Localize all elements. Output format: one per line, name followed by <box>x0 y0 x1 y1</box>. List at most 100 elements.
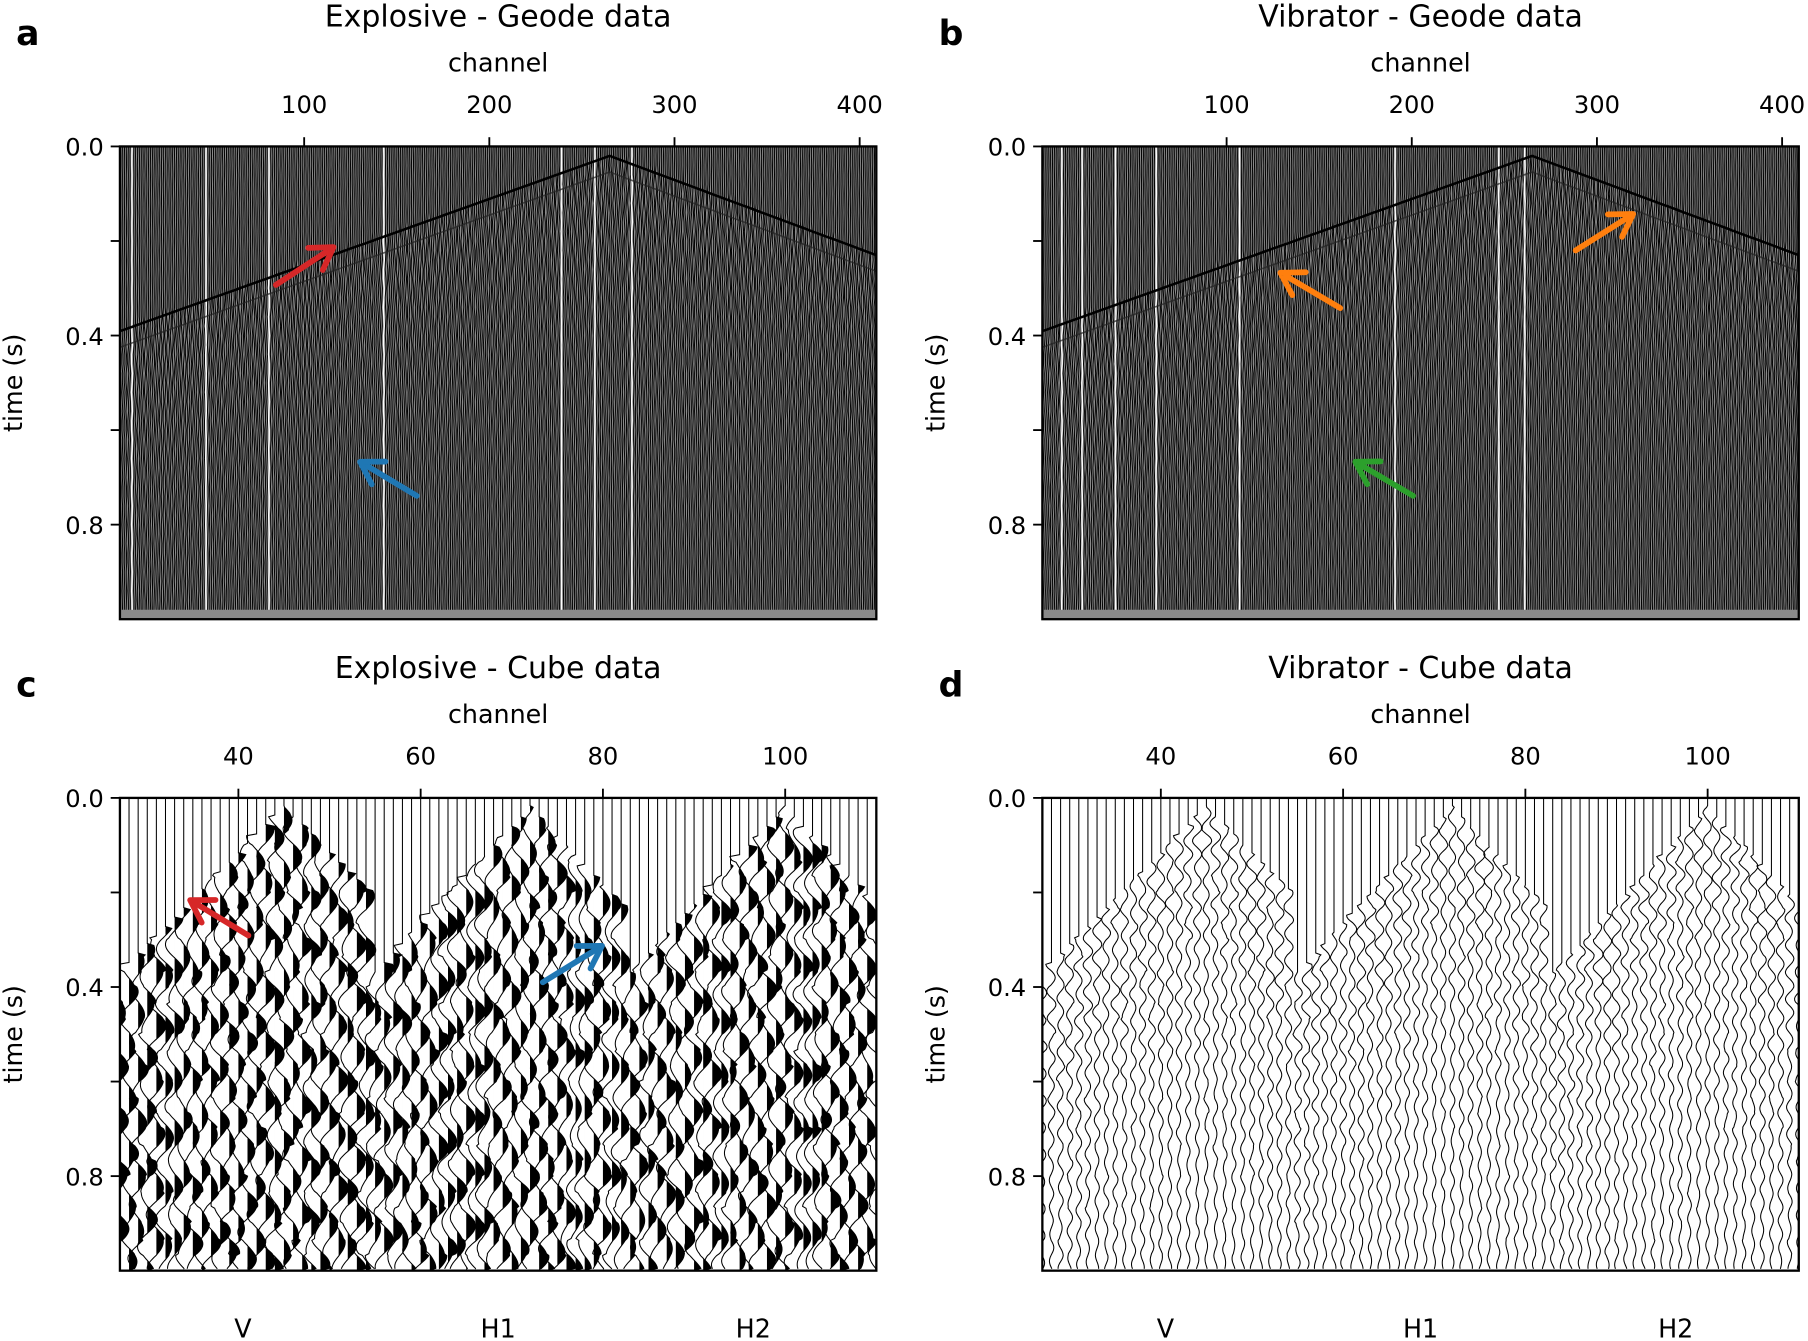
trace <box>1075 146 1078 610</box>
trace <box>812 146 815 610</box>
trace <box>397 146 400 610</box>
trace <box>480 146 484 610</box>
trace <box>664 146 667 610</box>
trace <box>1611 797 1622 1269</box>
trace <box>449 146 452 610</box>
panel-b: 100 200 300 400 0.0 0.4 0.8 Vibrator - Geode da… <box>920 0 1805 621</box>
trace <box>1442 146 1445 610</box>
y-tick-label: 0.8 <box>988 512 1026 540</box>
trace <box>1414 146 1417 610</box>
trace <box>1782 146 1786 610</box>
trace <box>834 146 837 610</box>
trace <box>1301 146 1304 610</box>
x-axis-label: channel <box>448 699 548 729</box>
y-axis-label: time (s) <box>0 334 28 432</box>
trace <box>1718 146 1721 610</box>
trace <box>1273 146 1276 610</box>
trace <box>1669 146 1673 610</box>
trace <box>1508 146 1512 610</box>
x-axis-label: channel <box>1370 47 1470 77</box>
trace <box>1149 146 1152 610</box>
trace <box>597 146 600 610</box>
arrow-head-icon <box>573 942 605 972</box>
trace <box>1479 146 1482 610</box>
trace <box>567 146 571 610</box>
trace <box>701 146 704 610</box>
trace <box>1332 146 1336 610</box>
trace <box>532 146 535 610</box>
trace <box>293 146 296 610</box>
trace <box>1329 146 1332 610</box>
trace <box>1164 146 1167 610</box>
trace <box>1673 146 1676 610</box>
trace <box>291 797 314 1269</box>
trace <box>1719 797 1732 1269</box>
trace <box>319 146 322 610</box>
trace <box>1345 146 1348 610</box>
trace <box>1338 146 1341 610</box>
trace <box>830 146 833 610</box>
trace <box>521 146 524 610</box>
trace <box>766 797 787 1270</box>
trace <box>1183 146 1186 610</box>
axes-frame <box>1041 796 1800 1272</box>
trace <box>1355 146 1358 610</box>
trace <box>1071 146 1074 610</box>
trace <box>1503 146 1506 610</box>
trace <box>1681 146 1684 610</box>
trace <box>241 146 245 610</box>
trace <box>306 146 309 610</box>
trace <box>793 146 796 610</box>
trace-fill <box>584 797 594 1271</box>
trace <box>1364 797 1377 1269</box>
plot-area <box>1042 797 1799 1270</box>
trace <box>640 146 643 610</box>
trace <box>1137 797 1148 1269</box>
trace <box>1756 797 1768 1269</box>
trace-fill <box>448 797 458 1271</box>
trace <box>1327 146 1330 610</box>
trace <box>655 797 677 1270</box>
trace <box>1190 146 1193 610</box>
trace <box>1597 146 1600 610</box>
trace <box>490 146 493 610</box>
trace <box>358 146 361 610</box>
trace <box>862 146 865 610</box>
trace-fill <box>174 797 185 1271</box>
trace <box>820 797 842 1270</box>
trace <box>1423 146 1426 610</box>
arrow-head-icon <box>357 458 389 488</box>
trace <box>228 146 232 610</box>
trace <box>1274 797 1286 1269</box>
trace <box>1140 146 1143 610</box>
trace <box>1695 146 1698 610</box>
trace <box>1238 797 1248 1269</box>
trace-fill <box>511 797 521 1271</box>
trace <box>797 146 800 610</box>
trace <box>1044 146 1047 610</box>
trace <box>1784 797 1795 1269</box>
trace <box>586 146 589 610</box>
trace <box>1395 146 1399 610</box>
trace <box>171 146 174 610</box>
trace <box>1290 146 1293 610</box>
trace <box>1121 146 1125 610</box>
trace-fill <box>293 797 303 1271</box>
trace <box>1512 146 1515 610</box>
trace <box>1227 146 1230 610</box>
trace <box>693 797 714 1270</box>
trace-fill <box>375 797 386 1271</box>
trace <box>1045 146 1049 610</box>
trace <box>588 146 591 610</box>
trace <box>1725 146 1728 610</box>
trace <box>1197 146 1200 610</box>
trace <box>619 797 641 1270</box>
trace <box>1666 146 1669 610</box>
trace <box>1194 146 1197 610</box>
trace <box>610 146 613 610</box>
trace <box>1399 146 1402 610</box>
panel-title: Vibrator - Geode data <box>1258 0 1583 35</box>
trace <box>858 146 861 610</box>
trace <box>206 146 209 610</box>
trace <box>1765 797 1777 1269</box>
